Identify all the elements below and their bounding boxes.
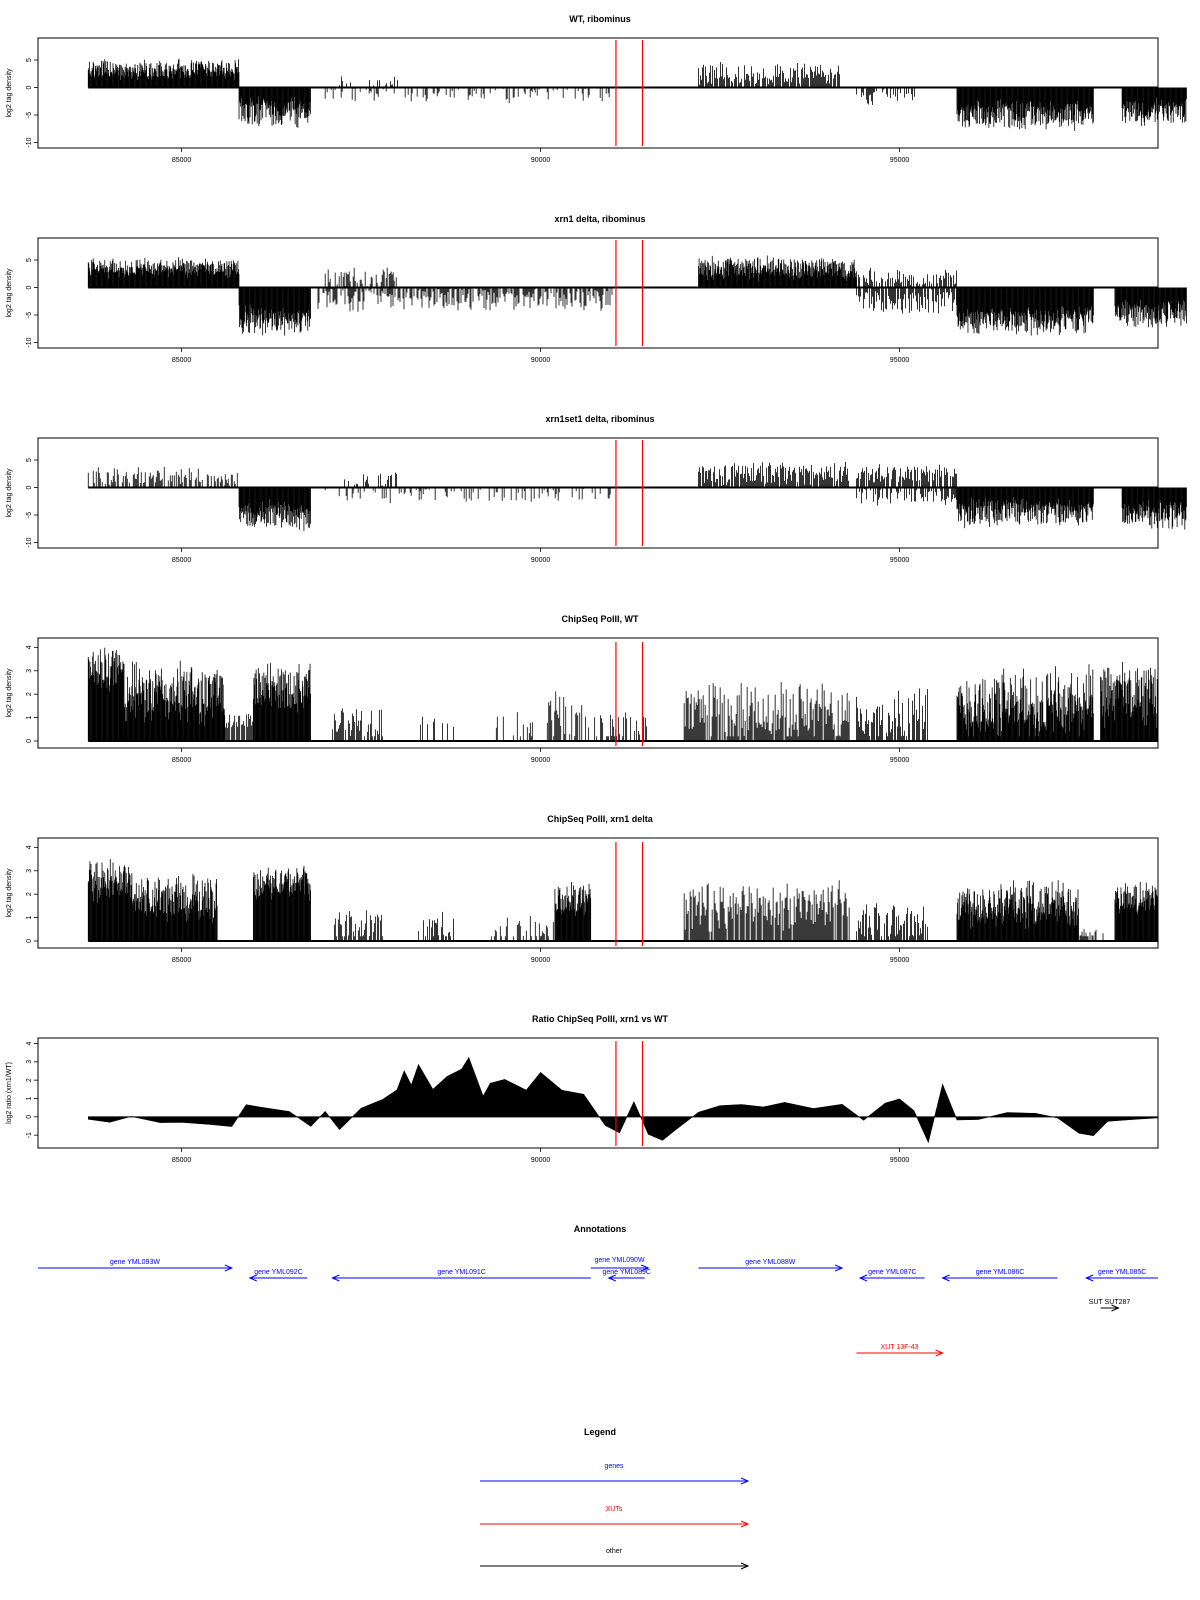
signal-series <box>87 647 1159 742</box>
y-axis-label: log2 tag density <box>6 868 13 918</box>
track-panels: WT, ribominus log2 tag density -10 -5 0 5 8500… <box>6 14 1187 1164</box>
plot-frame <box>37 437 1159 549</box>
x-tick-label: 85000 <box>172 557 192 564</box>
signal-series <box>87 859 1159 942</box>
track-panel-3: xrn1set1 delta, ribominus log2 tag densit… <box>6 414 1187 564</box>
x-tick-label: 85000 <box>172 757 192 764</box>
track-panel-2: xrn1 delta, ribominus log2 tag density -10… <box>6 214 1187 364</box>
x-tick-label: 95000 <box>890 557 910 564</box>
track-panel-5: ChipSeq PolII, xrn1 delta log2 tag densit… <box>6 814 1159 964</box>
y-tick-label: 0 <box>26 85 33 89</box>
y-tick-label: -10 <box>26 537 33 547</box>
plot-frame <box>37 637 1159 749</box>
panel-title: ChipSeq PolII, WT <box>562 614 639 624</box>
x-tick-label: 90000 <box>531 357 551 364</box>
signal-series <box>87 255 1187 336</box>
y-tick-label: -5 <box>26 112 33 118</box>
y-tick-label: 5 <box>26 58 33 62</box>
panel-title: WT, ribominus <box>569 14 631 24</box>
y-axis-label: log2 tag density <box>6 68 13 118</box>
x-tick-label: 90000 <box>531 157 551 164</box>
y-tick-label: -5 <box>26 312 33 318</box>
y-tick-label: 0 <box>26 285 33 289</box>
signal-series <box>87 58 1187 131</box>
x-tick-label: 95000 <box>890 157 910 164</box>
y-tick-label: 1 <box>26 716 33 720</box>
x-tick-label: 85000 <box>172 357 192 364</box>
x-tick-label: 95000 <box>890 757 910 764</box>
signal-series <box>87 462 1187 531</box>
track-panel-4: ChipSeq PolII, WT log2 tag density 0 1 2 3 4 85… <box>6 614 1159 764</box>
x-tick-label: 90000 <box>531 557 551 564</box>
panel-title: xrn1 delta, ribominus <box>554 214 645 224</box>
y-tick-label: -10 <box>26 137 33 147</box>
y-tick-label: 5 <box>26 458 33 462</box>
y-tick-label: 2 <box>26 692 33 696</box>
x-tick-label: 85000 <box>172 157 192 164</box>
y-tick-label: 0 <box>26 739 33 743</box>
y-axis-label: log2 tag density <box>6 268 13 318</box>
y-tick-label: 4 <box>26 645 33 649</box>
y-axis-label: log2 tag density <box>6 668 13 718</box>
x-tick-label: 95000 <box>890 357 910 364</box>
track-panel-1: WT, ribominus log2 tag density -10 -5 0 5 8500… <box>6 14 1187 164</box>
plot-frame <box>37 37 1159 149</box>
y-tick-label: -10 <box>26 337 33 347</box>
y-tick-label: 3 <box>26 669 33 673</box>
y-axis-label: log2 tag density <box>6 468 13 518</box>
plot-frame <box>37 237 1159 349</box>
y-tick-label: 5 <box>26 258 33 262</box>
panel-title: ChipSeq PolII, xrn1 delta <box>547 814 654 824</box>
y-tick-label: -5 <box>26 512 33 518</box>
y-tick-label: 0 <box>26 485 33 489</box>
panel-title: xrn1set1 delta, ribominus <box>545 414 654 424</box>
x-tick-label: 90000 <box>531 757 551 764</box>
